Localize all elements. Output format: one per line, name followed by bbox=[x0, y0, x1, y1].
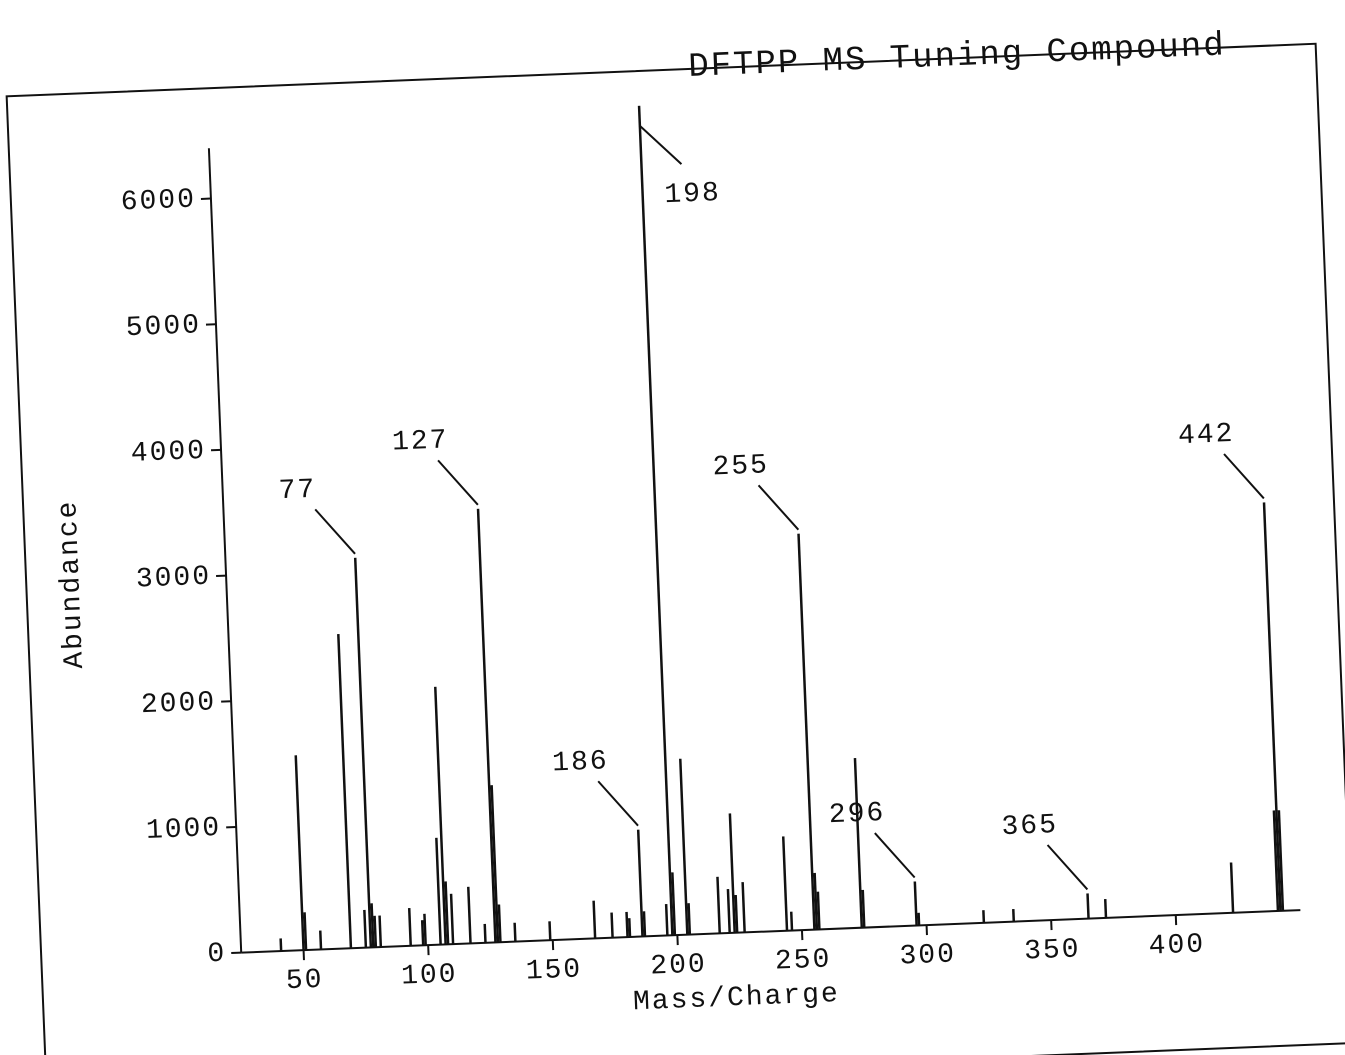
label-leader bbox=[437, 459, 479, 506]
x-axis bbox=[241, 909, 1301, 954]
x-tick-label: 200 bbox=[650, 949, 708, 982]
peak bbox=[303, 912, 308, 951]
peak bbox=[1229, 862, 1235, 913]
x-tick-label: 300 bbox=[899, 939, 957, 972]
peak bbox=[679, 758, 689, 935]
peak-label: 198 bbox=[664, 178, 722, 211]
x-tick-label: 350 bbox=[1024, 934, 1082, 967]
peak bbox=[449, 893, 455, 945]
peak bbox=[625, 911, 629, 938]
peak bbox=[636, 829, 644, 937]
peak bbox=[913, 881, 918, 926]
peak bbox=[407, 908, 412, 946]
y-tick-label: 6000 bbox=[120, 185, 196, 219]
peak bbox=[548, 921, 552, 941]
plot-group: DFTPP MS Tuning Compound Mass/Charge Abu… bbox=[5, 27, 1345, 1055]
peak bbox=[370, 903, 375, 948]
x-tick-label: 400 bbox=[1148, 929, 1206, 962]
x-axis-label: Mass/Charge bbox=[632, 979, 840, 1018]
peak bbox=[797, 533, 816, 930]
peak bbox=[435, 837, 442, 945]
x-tick-label: 50 bbox=[285, 965, 324, 997]
peak bbox=[1272, 810, 1280, 912]
peak bbox=[813, 872, 819, 930]
x-tick-label: 100 bbox=[401, 959, 459, 992]
y-tick-label: 3000 bbox=[135, 562, 211, 596]
peak bbox=[592, 900, 597, 939]
peak bbox=[294, 755, 305, 951]
peak bbox=[716, 876, 721, 934]
peak-label: 365 bbox=[1001, 810, 1059, 843]
peak bbox=[610, 912, 614, 938]
peak bbox=[513, 922, 517, 942]
y-tick-label: 1000 bbox=[145, 813, 221, 847]
peak-label: 77 bbox=[278, 475, 317, 507]
peak bbox=[497, 904, 502, 943]
peak bbox=[490, 785, 500, 943]
peak bbox=[420, 920, 425, 946]
peak bbox=[734, 894, 739, 933]
peak bbox=[853, 757, 864, 928]
peak bbox=[917, 912, 921, 926]
peak bbox=[1262, 502, 1282, 911]
peak bbox=[664, 904, 669, 936]
peak bbox=[637, 105, 674, 936]
peak bbox=[728, 813, 736, 933]
peak-label: 296 bbox=[828, 798, 886, 831]
peak-label: 255 bbox=[712, 450, 770, 483]
peak bbox=[353, 557, 373, 948]
y-tick-label: 0 bbox=[207, 939, 227, 971]
peak-label: 127 bbox=[391, 425, 449, 458]
peak bbox=[628, 918, 632, 938]
peak bbox=[444, 881, 450, 945]
label-leader bbox=[314, 508, 356, 555]
peak bbox=[319, 930, 323, 950]
peak bbox=[1086, 893, 1090, 919]
peak bbox=[781, 836, 789, 931]
peak bbox=[642, 911, 647, 937]
label-leader bbox=[597, 780, 639, 827]
y-tick-label: 5000 bbox=[125, 310, 201, 344]
peak bbox=[363, 909, 368, 948]
y-axis bbox=[207, 148, 243, 953]
peak bbox=[861, 889, 866, 928]
chart-title: DFTPP MS Tuning Compound bbox=[688, 27, 1227, 87]
peak bbox=[423, 913, 427, 946]
label-leader bbox=[639, 125, 683, 165]
label-leader bbox=[1223, 453, 1265, 500]
label-leader bbox=[874, 832, 916, 879]
peak bbox=[982, 910, 986, 923]
peak bbox=[741, 882, 746, 933]
peak bbox=[337, 633, 353, 949]
peak bbox=[434, 686, 447, 945]
label-leader bbox=[757, 484, 800, 531]
y-axis-label: Abundance bbox=[53, 499, 91, 669]
peak bbox=[816, 891, 821, 930]
peak bbox=[726, 888, 731, 934]
peak bbox=[687, 903, 692, 935]
peak-label: 186 bbox=[552, 746, 610, 779]
y-tick-label: 2000 bbox=[140, 687, 216, 721]
peak bbox=[373, 915, 378, 948]
peak bbox=[467, 886, 472, 944]
peak bbox=[671, 872, 677, 936]
peak bbox=[1012, 908, 1016, 922]
x-tick-label: 250 bbox=[774, 944, 832, 977]
peak bbox=[1103, 898, 1108, 918]
peak bbox=[378, 915, 383, 948]
peak bbox=[476, 508, 497, 943]
x-tick-label: 150 bbox=[525, 954, 583, 987]
frame bbox=[5, 42, 1345, 1055]
label-leader bbox=[1046, 844, 1089, 891]
peak-label: 442 bbox=[1177, 419, 1235, 452]
peak bbox=[483, 923, 487, 943]
y-tick-label: 4000 bbox=[130, 436, 206, 470]
peak bbox=[789, 911, 794, 931]
peak bbox=[1277, 810, 1285, 911]
peak bbox=[279, 938, 283, 952]
